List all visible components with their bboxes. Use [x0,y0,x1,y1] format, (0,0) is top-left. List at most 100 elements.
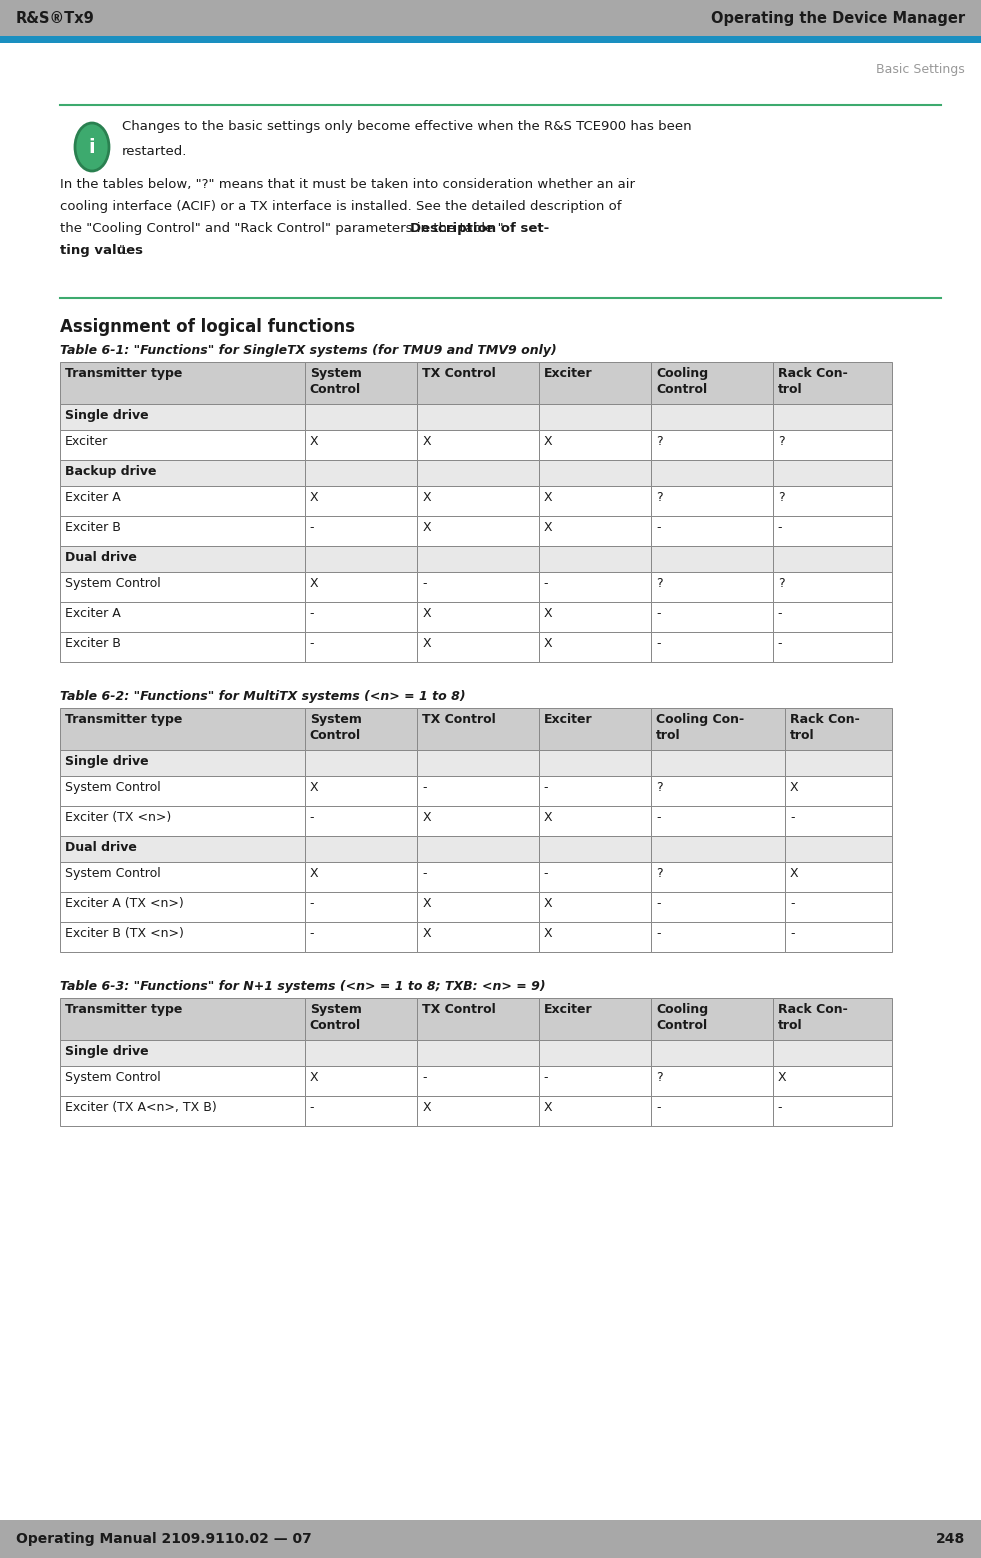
Bar [773,486,892,516]
Text: ?: ? [656,576,663,590]
Text: -: - [422,866,427,880]
Bar [60,1095,305,1126]
Text: Table 6-3: "Functions" for N+1 systems (<n> = 1 to 8; TXB: <n> = 9): Table 6-3: "Functions" for N+1 systems (… [60,980,545,992]
Bar [305,893,417,922]
Bar [417,1066,539,1095]
Bar [539,999,651,1041]
Bar [417,516,539,545]
Bar [539,486,651,516]
Text: Cooling
Control: Cooling Control [656,368,708,396]
Text: -: - [543,866,548,880]
Bar [0,1521,981,1558]
Bar [651,805,785,837]
Text: -: - [310,927,314,939]
Bar [773,545,892,572]
Text: Transmitter type: Transmitter type [65,1003,182,1016]
Bar [417,633,539,662]
Text: Exciter: Exciter [65,435,108,449]
Bar [651,862,785,893]
Text: System Control: System Control [65,1070,161,1084]
Bar [60,922,305,952]
Bar [305,430,417,460]
Bar [417,707,539,749]
Bar [773,999,892,1041]
Bar [417,999,539,1041]
Bar [539,776,651,805]
Text: -: - [422,781,427,795]
Text: X: X [422,1102,431,1114]
Bar [60,837,305,862]
Text: 248: 248 [936,1532,965,1546]
Bar [539,361,651,404]
Text: -: - [656,927,661,939]
Text: restarted.: restarted. [122,145,187,157]
Bar [305,922,417,952]
Bar [651,1066,773,1095]
Bar [539,404,651,430]
Bar [417,601,539,633]
Bar [417,922,539,952]
Bar [539,633,651,662]
Text: Rack Con-
trol: Rack Con- trol [790,714,860,742]
Text: X: X [790,781,799,795]
Bar [305,601,417,633]
Bar [785,893,893,922]
Bar [773,1095,892,1126]
Text: Operating Manual 2109.9110.02 — 07: Operating Manual 2109.9110.02 — 07 [16,1532,312,1546]
Bar [539,460,651,486]
Text: -: - [543,576,548,590]
Text: Transmitter type: Transmitter type [65,368,182,380]
Text: X: X [543,520,552,534]
Text: -: - [543,1070,548,1084]
Bar [539,1095,651,1126]
Bar [539,545,651,572]
Text: Exciter B (TX <n>): Exciter B (TX <n>) [65,927,183,939]
Bar [60,545,305,572]
Text: Transmitter type: Transmitter type [65,714,182,726]
Bar [651,776,785,805]
Text: ?: ? [656,781,663,795]
Text: System
Control: System Control [310,1003,362,1031]
Bar [305,862,417,893]
Bar [305,361,417,404]
Text: -: - [310,812,314,824]
Text: -: - [790,812,795,824]
Text: Rack Con-
trol: Rack Con- trol [778,1003,848,1031]
Bar [785,776,893,805]
Text: X: X [422,812,431,824]
Bar [651,601,773,633]
Bar [60,633,305,662]
Text: X: X [422,927,431,939]
Bar [651,749,785,776]
Bar [305,805,417,837]
Bar [417,430,539,460]
Bar [539,749,651,776]
Text: Description of set-: Description of set- [410,221,549,235]
Bar [417,460,539,486]
Bar [60,486,305,516]
Bar [60,805,305,837]
Text: ?: ? [656,435,663,449]
Bar [651,999,773,1041]
Bar [0,0,981,36]
Bar [539,707,651,749]
Bar [651,545,773,572]
Text: the "Cooling Control" and "Rack Control" parameters in the table ": the "Cooling Control" and "Rack Control"… [60,221,503,235]
Bar [773,430,892,460]
Bar [417,361,539,404]
Ellipse shape [75,123,109,171]
Text: System
Control: System Control [310,368,362,396]
Text: Exciter B: Exciter B [65,637,121,650]
Text: Single drive: Single drive [65,1045,149,1058]
Bar [417,862,539,893]
Text: R&S®Tx9: R&S®Tx9 [16,11,95,25]
Bar [651,572,773,601]
Text: -: - [778,1102,782,1114]
Text: Single drive: Single drive [65,410,149,422]
Text: -: - [310,520,314,534]
Text: TX Control: TX Control [422,1003,496,1016]
Bar [305,837,417,862]
Bar [417,749,539,776]
Text: Exciter: Exciter [543,714,593,726]
Bar [305,776,417,805]
